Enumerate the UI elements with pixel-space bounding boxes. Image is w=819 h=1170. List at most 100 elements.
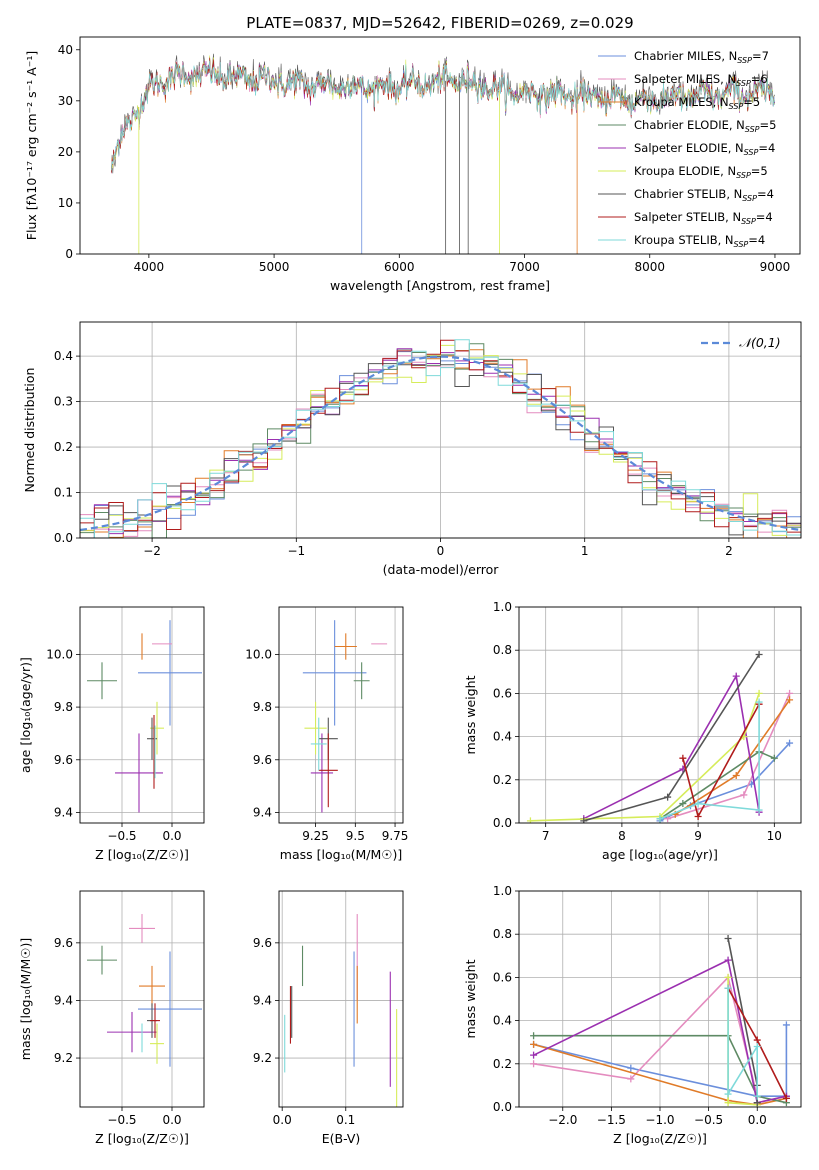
plot-area — [111, 53, 775, 254]
series-line — [727, 988, 758, 1097]
y-tick-label: 40 — [58, 43, 73, 57]
x-tick-label: 0 — [437, 544, 445, 558]
series-marker — [755, 806, 763, 814]
series-marker — [679, 754, 687, 762]
series-line — [583, 673, 760, 820]
y-tick-label: 1.0 — [493, 600, 512, 614]
plot-area — [80, 339, 801, 538]
axes-frame — [518, 606, 802, 824]
legend-label: Chabrier MILES, NSSP=7 — [634, 49, 769, 65]
y-axis-label: age [log₁₀(age/yr)] — [18, 657, 33, 773]
y-tick-label: 9.4 — [253, 993, 272, 1007]
x-tick-label: 6000 — [384, 260, 415, 274]
y-tick-label: 0.2 — [54, 440, 73, 454]
series-marker — [656, 815, 664, 823]
series-line — [533, 958, 787, 1104]
legend-label: Kroupa ELODIE, NSSP=5 — [634, 164, 768, 180]
point-salpeter-elodie — [310, 733, 334, 813]
histogram-salpeter-stelib — [80, 339, 801, 538]
x-tick-label: −0.5 — [694, 1113, 723, 1127]
x-tick-label: 0.0 — [162, 1113, 181, 1127]
y-tick-label: 9.4 — [253, 805, 272, 819]
x-tick-label: −0.5 — [107, 829, 136, 843]
x-tick-label: 8 — [618, 829, 626, 843]
x-tick-label: 8000 — [634, 260, 665, 274]
y-tick-label: 0.8 — [493, 643, 512, 657]
panel-age_vs_Z: −0.5 0.0 9.4 9.6 9.8 10.0 Z [log₁₀(Z/Z☉)] age [… — [18, 606, 205, 862]
point-chabrier-miles — [138, 620, 202, 726]
series-marker — [530, 1032, 538, 1040]
series-marker — [786, 739, 794, 747]
x-tick-label: 2 — [725, 544, 733, 558]
x-tick-label: 0.0 — [273, 1113, 292, 1127]
y-tick-label: 9.8 — [253, 700, 272, 714]
y-tick-label: 10.0 — [245, 647, 272, 661]
plot-area — [302, 620, 388, 813]
x-tick-label: 9.5 — [346, 829, 365, 843]
series-marker — [724, 1099, 732, 1107]
y-tick-label: 9.4 — [54, 993, 73, 1007]
series-marker — [724, 984, 732, 992]
normal-reference-curve — [80, 355, 801, 532]
legend-label: Salpeter ELODIE, NSSP=4 — [634, 141, 775, 157]
series-marker — [753, 1036, 761, 1044]
point-kroupa-miles — [139, 965, 165, 1007]
y-tick-label: 9.4 — [54, 805, 73, 819]
y-tick-label: 0.4 — [493, 730, 512, 744]
x-axis-label: mass [log₁₀(M/M☉)] — [280, 847, 402, 862]
x-tick-label: 9.25 — [302, 829, 329, 843]
x-axis-label: Z [log₁₀(Z/Z☉)] — [95, 1131, 189, 1146]
frame: −2 −1 0 1 2 0.0 0.1 0.2 0.3 0.4 (data-model)/error… — [22, 321, 802, 577]
plot-area — [530, 935, 790, 1107]
axes-frame — [518, 890, 802, 1108]
plot-area — [284, 914, 398, 1107]
point-chabrier-miles — [138, 951, 202, 1067]
point-chabrier-miles — [302, 620, 367, 726]
y-axis-label: mass [log₁₀(M/M☉)] — [18, 938, 33, 1060]
x-tick-label: 0.1 — [336, 1113, 355, 1127]
x-axis-label: wavelength [Angstrom, rest frame] — [330, 278, 550, 293]
y-tick-label: 0.1 — [54, 486, 73, 500]
series-marker — [786, 689, 794, 697]
series-marker — [755, 689, 763, 697]
x-tick-label: 5000 — [259, 260, 290, 274]
series-marker — [786, 696, 794, 704]
frame: 0.0 0.1 9.2 9.4 9.6 E(B-V) — [253, 890, 404, 1146]
series-salpeter-miles — [530, 973, 761, 1100]
frame: −0.5 0.0 9.2 9.4 9.6 Z [log₁₀(Z/Z☉)] mass [log… — [18, 890, 205, 1146]
spectrum-kroupa-stelib — [111, 60, 775, 171]
series-line — [533, 1043, 787, 1106]
series-marker — [782, 1021, 790, 1029]
series-marker — [694, 813, 702, 821]
point-kroupa-miles — [334, 633, 357, 660]
point-kroupa-elodie — [304, 701, 327, 755]
y-tick-label: 0 — [65, 247, 73, 261]
x-tick-label: 4000 — [134, 260, 165, 274]
series-marker — [580, 817, 588, 823]
legend-label: Salpeter MILES, NSSP=6 — [634, 72, 768, 88]
series-line — [533, 975, 758, 1097]
series-marker — [679, 800, 687, 808]
series-marker — [724, 956, 732, 964]
series-line — [659, 750, 775, 820]
x-tick-label: 1 — [581, 544, 589, 558]
axes-frame — [278, 606, 404, 824]
point-salpeter-stelib — [150, 1003, 160, 1038]
panel-age_vs_mass: 9.25 9.5 9.75 9.4 9.6 9.8 10.0 mass [log₁₀(M/M☉… — [245, 606, 408, 862]
panel-spectrum: 4000 5000 6000 7000 8000 9000 0 10 20 30 40 wavelen… — [24, 36, 801, 293]
y-tick-label: 0.4 — [493, 1014, 512, 1028]
panel-massweight_vs_Z: −2.0 −1.5 −1.0 −0.5 0.0 0.0 0.2 0.4 0.6 0.8 1.0 Z [… — [463, 884, 802, 1146]
frame: 9.25 9.5 9.75 9.4 9.6 9.8 10.0 mass [log₁₀(M/M☉… — [245, 606, 408, 862]
panels: 4000 5000 6000 7000 8000 9000010203040wavelen… — [18, 36, 802, 1146]
series-marker — [753, 1092, 761, 1100]
point-kroupa-stelib — [310, 717, 327, 771]
y-tick-label: 9.6 — [253, 936, 272, 950]
series-marker — [724, 1090, 732, 1098]
y-tick-label: 0.8 — [493, 927, 512, 941]
x-axis-label: Z [log₁₀(Z/Z☉)] — [95, 847, 189, 862]
series-marker — [627, 1075, 635, 1083]
series-salpeter-miles — [664, 689, 794, 823]
plot-area — [526, 651, 794, 823]
x-tick-label: 0.0 — [162, 829, 181, 843]
